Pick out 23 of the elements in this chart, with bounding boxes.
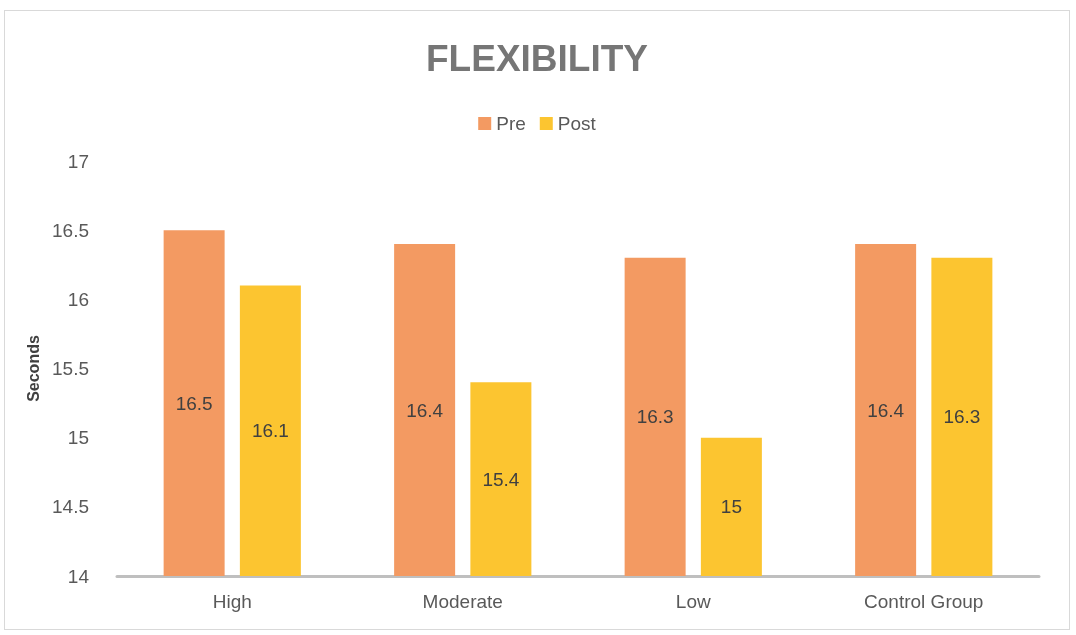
x-tick-label: Moderate [422,591,503,612]
data-label: 15 [720,496,742,518]
data-label: 16.5 [175,392,213,414]
legend-label: Post [557,113,597,134]
y-tick-label: 16 [67,288,89,310]
y-tick-label: 17 [67,150,89,172]
y-tick-label: 14.5 [52,496,89,518]
data-label: 16.3 [636,406,674,428]
x-tick-label: Low [675,591,711,612]
y-tick-label: 15 [67,427,89,449]
data-label: 16.1 [251,420,289,442]
legend-label: Pre [496,113,526,134]
data-label: 15.4 [482,468,520,490]
data-label: 16.4 [867,399,905,421]
data-label: 16.4 [406,399,444,421]
y-axis-title: Seconds [24,335,42,402]
x-tick-label: Control Group [864,591,984,612]
y-tick-label: 14 [67,565,90,587]
data-label: 16.3 [943,406,981,428]
chart-title: FLEXIBILITY [426,38,649,79]
y-tick-label: 15.5 [52,358,89,379]
y-tick-label: 16.5 [52,219,89,241]
x-tick-label: High [212,591,252,612]
